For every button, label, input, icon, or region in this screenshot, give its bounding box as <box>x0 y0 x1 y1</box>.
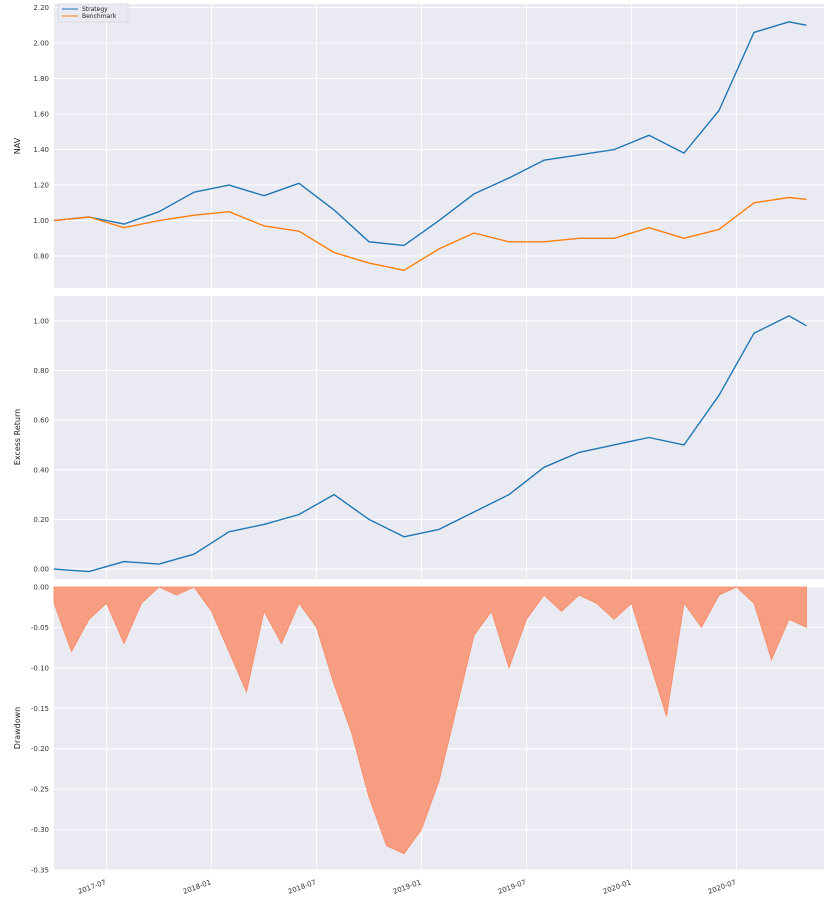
ytick-excess-3: 0.60 <box>33 417 49 425</box>
line-nav-benchmark <box>53 196 807 271</box>
xtick-2: 2018-07 <box>287 878 317 896</box>
ytick-drawdown-1: -0.05 <box>31 624 49 632</box>
ytick-excess-0: 0.00 <box>33 566 49 574</box>
ytick-drawdown-3: -0.15 <box>31 705 49 713</box>
legend-label-benchmark: Benchmark <box>82 13 117 20</box>
xtick-4: 2019-07 <box>497 878 527 896</box>
ylabel-drawdown: Drawdown <box>13 707 22 749</box>
area-drawdown <box>53 586 807 855</box>
panel-excess-bg <box>54 296 824 579</box>
ylabel-nav: NAV <box>13 137 22 154</box>
data-marks <box>53 21 807 855</box>
ytick-excess-4: 0.80 <box>33 367 49 375</box>
ytick-nav-3: 1.40 <box>33 146 49 154</box>
ytick-nav-5: 1.80 <box>33 75 49 83</box>
xtick-5: 2020-01 <box>602 878 632 896</box>
ytick-excess-5: 1.00 <box>33 317 49 325</box>
ytick-nav-2: 1.20 <box>33 182 49 190</box>
legend: Strategy Benchmark <box>57 3 129 23</box>
ytick-nav-6: 2.00 <box>33 40 49 48</box>
xtick-1: 2018-01 <box>182 878 212 896</box>
ytick-nav-0: 0.80 <box>33 253 49 261</box>
ytick-drawdown-2: -0.10 <box>31 664 49 672</box>
xtick-0: 2017-07 <box>77 878 107 896</box>
ytick-excess-1: 0.20 <box>33 516 49 524</box>
ytick-drawdown-0: 0.00 <box>33 584 49 592</box>
line-excess-excess-return <box>53 315 807 573</box>
xtick-3: 2019-01 <box>392 878 422 896</box>
line-nav-strategy <box>53 21 807 247</box>
ytick-drawdown-6: -0.30 <box>31 826 49 834</box>
xtick-6: 2020-07 <box>707 878 737 896</box>
ytick-drawdown-4: -0.20 <box>31 745 49 753</box>
ytick-nav-4: 1.60 <box>33 111 49 119</box>
ytick-drawdown-5: -0.25 <box>31 786 49 794</box>
ytick-drawdown-7: -0.35 <box>31 867 49 875</box>
panel-nav-bg <box>54 4 824 288</box>
ylabel-excess: Excess Return <box>13 409 22 465</box>
legend-label-strategy: Strategy <box>82 6 108 13</box>
ytick-nav-7: 2.20 <box>33 4 49 12</box>
ytick-excess-2: 0.40 <box>33 466 49 474</box>
ytick-nav-1: 1.00 <box>33 217 49 225</box>
